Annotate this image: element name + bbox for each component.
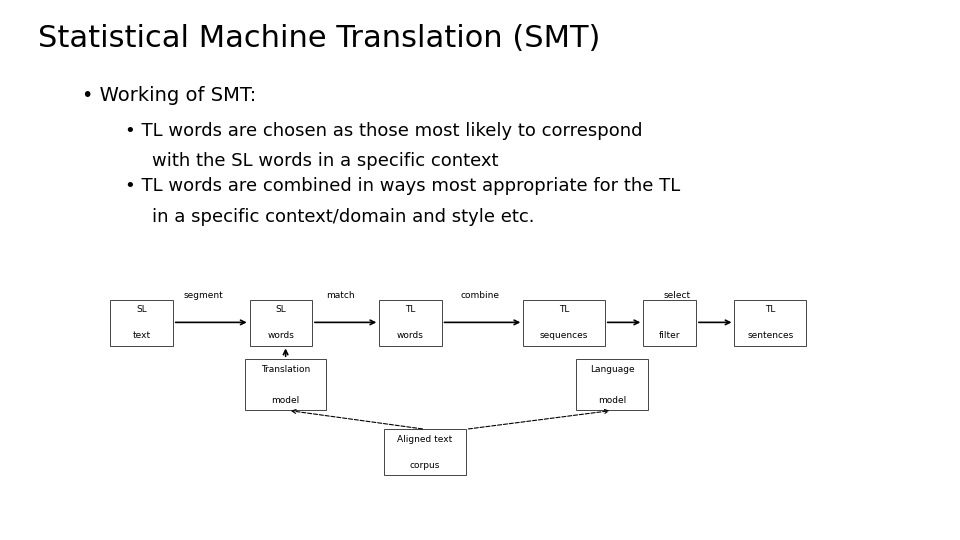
Text: with the SL words in a specific context: with the SL words in a specific context bbox=[152, 152, 498, 170]
Text: in a specific context/domain and style etc.: in a specific context/domain and style e… bbox=[152, 208, 534, 226]
Text: segment: segment bbox=[183, 292, 224, 300]
FancyBboxPatch shape bbox=[523, 300, 605, 346]
Text: combine: combine bbox=[461, 292, 499, 300]
Text: • TL words are chosen as those most likely to correspond: • TL words are chosen as those most like… bbox=[125, 122, 642, 139]
Text: words: words bbox=[397, 331, 423, 340]
Text: sentences: sentences bbox=[747, 331, 794, 340]
Text: model: model bbox=[272, 396, 300, 405]
Text: • Working of SMT:: • Working of SMT: bbox=[82, 86, 256, 105]
FancyBboxPatch shape bbox=[643, 300, 696, 346]
Text: filter: filter bbox=[659, 331, 681, 340]
Text: match: match bbox=[326, 292, 355, 300]
Text: Language: Language bbox=[589, 364, 635, 374]
Text: model: model bbox=[598, 396, 626, 405]
FancyBboxPatch shape bbox=[110, 300, 173, 346]
Text: TL: TL bbox=[559, 305, 569, 314]
Text: words: words bbox=[268, 331, 294, 340]
Text: SL: SL bbox=[276, 305, 286, 314]
Text: • TL words are combined in ways most appropriate for the TL: • TL words are combined in ways most app… bbox=[125, 177, 680, 195]
Text: corpus: corpus bbox=[410, 461, 440, 470]
Text: TL: TL bbox=[405, 305, 416, 314]
FancyBboxPatch shape bbox=[250, 300, 312, 346]
FancyBboxPatch shape bbox=[734, 300, 806, 346]
FancyBboxPatch shape bbox=[245, 359, 326, 410]
Text: sequences: sequences bbox=[540, 331, 588, 340]
Text: text: text bbox=[132, 331, 151, 340]
Text: Statistical Machine Translation (SMT): Statistical Machine Translation (SMT) bbox=[38, 24, 601, 53]
Text: SL: SL bbox=[136, 305, 147, 314]
FancyBboxPatch shape bbox=[379, 300, 442, 346]
Text: Translation: Translation bbox=[261, 364, 310, 374]
Text: Aligned text: Aligned text bbox=[397, 435, 452, 444]
FancyBboxPatch shape bbox=[384, 429, 466, 475]
FancyBboxPatch shape bbox=[576, 359, 648, 410]
Text: select: select bbox=[663, 292, 690, 300]
Text: TL: TL bbox=[765, 305, 776, 314]
